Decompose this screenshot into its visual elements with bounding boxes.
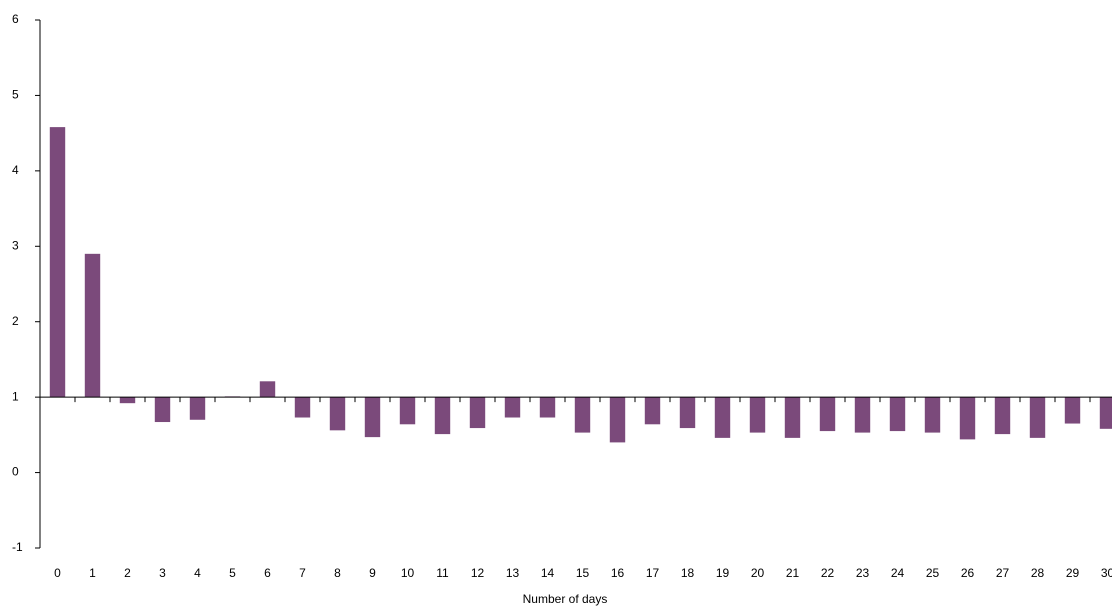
x-tick-label: 4 (194, 566, 201, 580)
x-tick-label: 2 (124, 566, 131, 580)
y-tick-label: 4 (12, 163, 19, 177)
y-tick-label: 1 (12, 389, 19, 403)
bar (84, 253, 101, 398)
bar (399, 397, 416, 425)
x-tick-label: 21 (786, 566, 800, 580)
bar (469, 397, 486, 429)
bar (49, 127, 66, 398)
y-tick-label: 5 (12, 88, 19, 102)
bar (994, 397, 1011, 435)
x-tick-label: 24 (891, 566, 905, 580)
x-axis-title: Number of days (523, 592, 608, 606)
x-tick-label: 7 (299, 566, 306, 580)
x-tick-label: 18 (681, 566, 695, 580)
bar (1029, 397, 1046, 438)
bar (784, 397, 801, 438)
bar (819, 397, 836, 432)
bar (679, 397, 696, 429)
x-tick-label: 15 (576, 566, 590, 580)
bar (364, 397, 381, 438)
bar (329, 397, 346, 431)
y-tick-label: 2 (12, 314, 19, 328)
x-tick-label: 14 (541, 566, 555, 580)
x-tick-label: 26 (961, 566, 975, 580)
x-tick-label: 25 (926, 566, 940, 580)
bar (924, 397, 941, 433)
bar (1064, 397, 1081, 424)
x-tick-label: 1 (89, 566, 96, 580)
bar (1099, 397, 1112, 429)
x-tick-label: 6 (264, 566, 271, 580)
x-tick-label: 5 (229, 566, 236, 580)
x-tick-label: 16 (611, 566, 625, 580)
bar (539, 397, 556, 418)
bar (189, 397, 206, 420)
y-tick-label: -1 (12, 540, 23, 554)
x-tick-label: 17 (646, 566, 660, 580)
bar (154, 397, 171, 423)
x-tick-label: 28 (1031, 566, 1045, 580)
bar (259, 381, 276, 398)
bar (609, 397, 626, 443)
x-tick-label: 22 (821, 566, 835, 580)
x-tick-label: 0 (54, 566, 61, 580)
x-tick-label: 9 (369, 566, 376, 580)
x-tick-label: 13 (506, 566, 520, 580)
y-tick-label: 0 (12, 465, 19, 479)
bar (574, 397, 591, 433)
x-tick-label: 29 (1066, 566, 1080, 580)
bar (959, 397, 976, 440)
bar (434, 397, 451, 435)
bar (714, 397, 731, 438)
bar (644, 397, 661, 425)
bar (504, 397, 521, 418)
y-tick-label: 6 (12, 12, 19, 26)
x-tick-label: 23 (856, 566, 870, 580)
bar (889, 397, 906, 432)
x-tick-label: 11 (436, 566, 449, 580)
bar (854, 397, 871, 433)
x-tick-label: 19 (716, 566, 730, 580)
bar (749, 397, 766, 433)
y-tick-label: 3 (12, 238, 19, 252)
x-tick-label: 20 (751, 566, 765, 580)
x-tick-label: 8 (334, 566, 341, 580)
x-tick-label: 10 (401, 566, 415, 580)
x-tick-label: 30 (1101, 566, 1112, 580)
x-tick-label: 27 (996, 566, 1010, 580)
bar (119, 397, 136, 404)
bar (294, 397, 311, 418)
x-tick-label: 3 (159, 566, 166, 580)
x-tick-label: 12 (471, 566, 485, 580)
